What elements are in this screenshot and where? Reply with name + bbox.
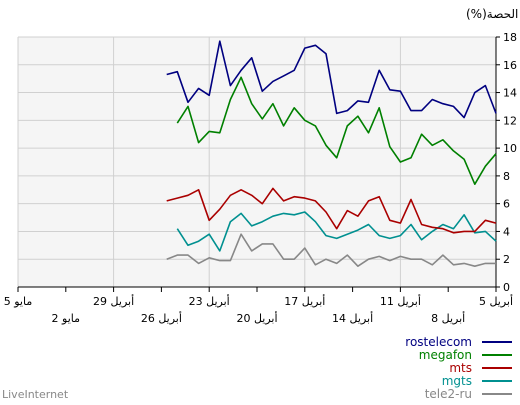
y-tick-label: 12 bbox=[503, 114, 517, 127]
y-axis-label: (%)الحصة bbox=[466, 7, 518, 21]
y-tick-label: 10 bbox=[503, 142, 517, 155]
series-line-rostelecom bbox=[166, 40, 497, 119]
x-tick-label: 2 مايو bbox=[52, 312, 81, 325]
x-tick-label: 20 أبريل bbox=[236, 311, 277, 325]
x-tick-label: 17 أبريل bbox=[284, 294, 325, 308]
axes: 0 2 4 6 8 10 12 14 16 18 5 أبريل 11 أبريل 17 أبريل 23… bbox=[4, 31, 517, 325]
x-tick-label: 11 أبريل bbox=[380, 294, 421, 308]
x-tick-label: 26 أبريل bbox=[141, 311, 182, 325]
y-tick-label: 2 bbox=[503, 253, 510, 266]
legend-label: tele2-ru bbox=[425, 387, 472, 401]
series-line-mts bbox=[166, 187, 497, 234]
y-tick-label: 16 bbox=[503, 59, 517, 72]
y-tick-label: 18 bbox=[503, 31, 517, 44]
plot-background bbox=[18, 37, 496, 287]
x-tick-label: 29 أبريل bbox=[93, 294, 134, 308]
plot-area bbox=[18, 37, 496, 287]
y-tick-label: 6 bbox=[503, 198, 510, 211]
x-tick-label: 14 أبريل bbox=[332, 311, 373, 325]
series-line-megafon bbox=[176, 76, 497, 185]
legend-label: megafon bbox=[419, 348, 472, 362]
series-layer bbox=[166, 40, 497, 268]
y-tick-label: 0 bbox=[503, 281, 510, 294]
legend-label: mgts bbox=[442, 374, 472, 388]
x-tick-label: 5 مايو bbox=[4, 295, 33, 308]
x-tick-label: 5 أبريل bbox=[479, 294, 513, 308]
series-line-mgts bbox=[176, 211, 497, 252]
x-tick-label: 8 أبريل bbox=[431, 311, 465, 325]
legend-label: rostelecom bbox=[405, 335, 472, 349]
y-tick-label: 14 bbox=[503, 87, 517, 100]
series-line-tele2-ru bbox=[166, 233, 496, 268]
x-tick-label: 23 أبريل bbox=[189, 294, 230, 308]
y-tick-label: 8 bbox=[503, 170, 510, 183]
footer-brand: LiveInternet bbox=[2, 388, 69, 401]
legend-label: mts bbox=[449, 361, 472, 375]
y-tick-label: 4 bbox=[503, 225, 510, 238]
